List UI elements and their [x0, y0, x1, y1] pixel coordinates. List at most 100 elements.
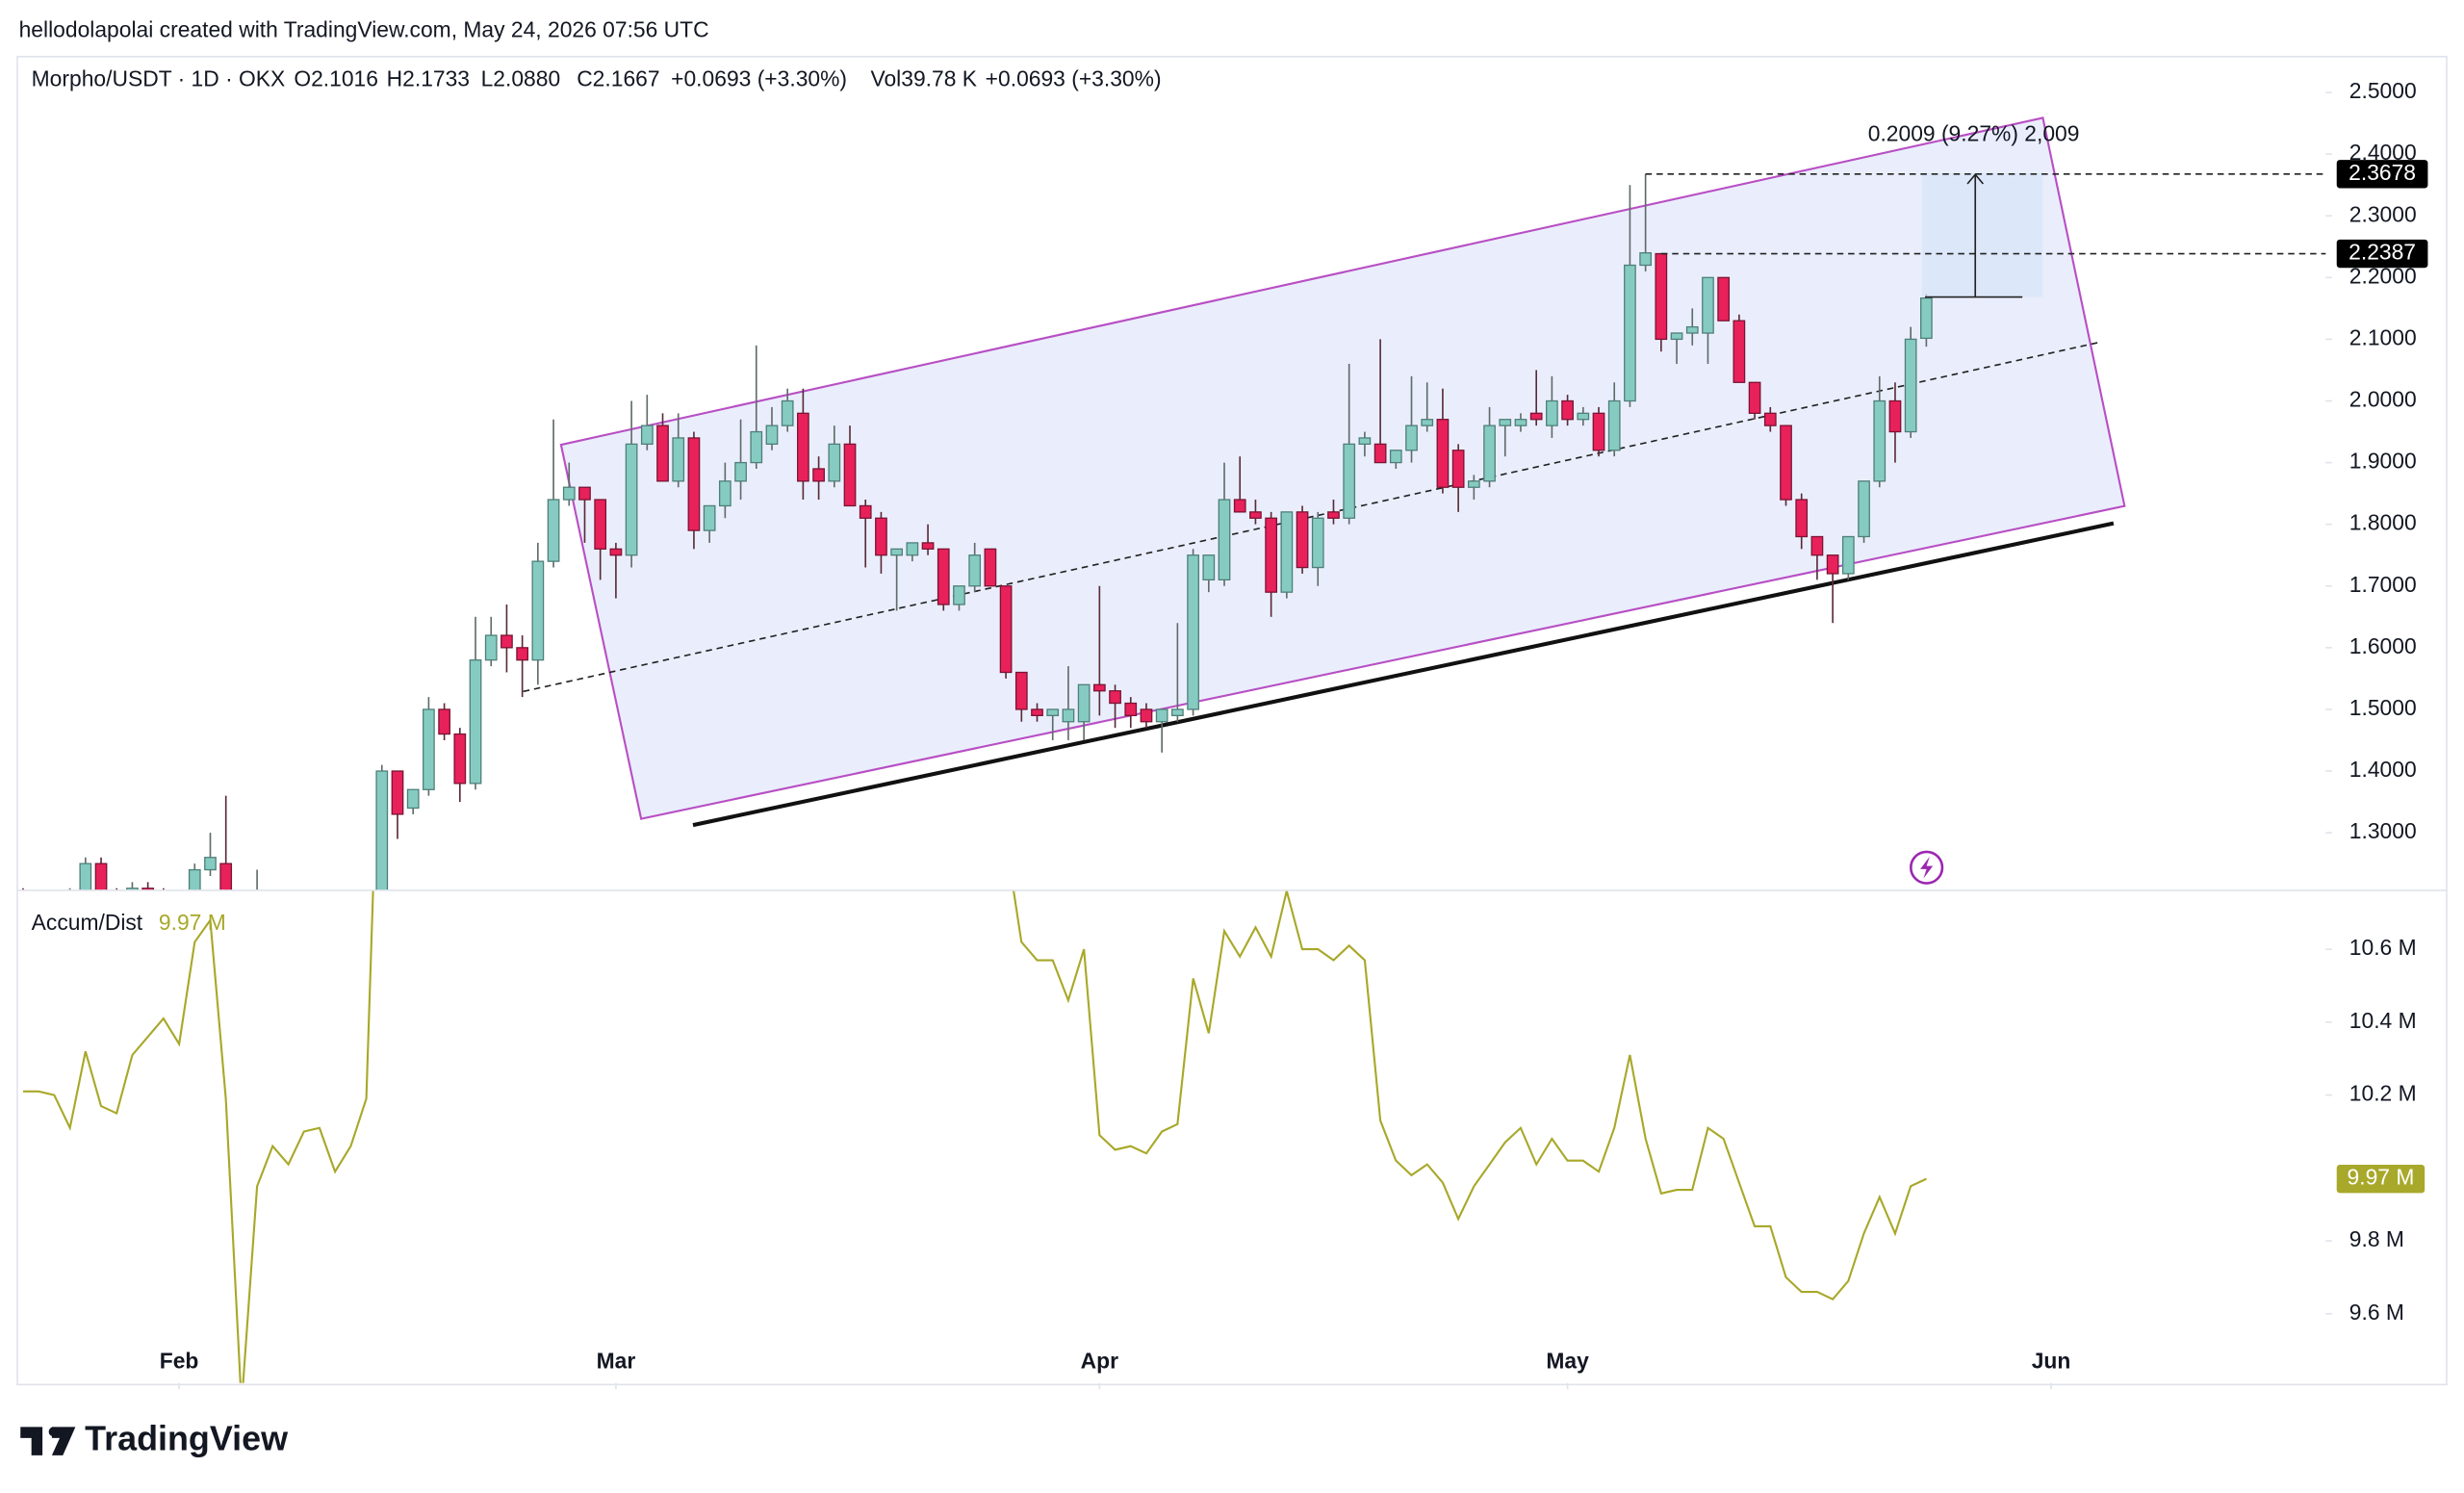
- marker-box: [2336, 160, 2428, 189]
- candle-body: [1826, 554, 1839, 575]
- candle-body: [1233, 499, 1246, 513]
- candle-body: [1296, 511, 1309, 569]
- candle-body: [1405, 425, 1418, 451]
- candles: [22, 173, 1933, 950]
- candle-body: [236, 913, 246, 943]
- candle-body: [672, 437, 685, 482]
- candle-body: [1873, 399, 1886, 482]
- candle-body: [1077, 683, 1091, 723]
- candle-body: [1421, 419, 1434, 426]
- candle-body: [33, 901, 43, 907]
- candle-body: [500, 634, 513, 649]
- candle-body: [1904, 338, 1917, 433]
- candle-body: [1187, 554, 1199, 710]
- candle-body: [423, 708, 435, 790]
- candle-body: [1717, 276, 1731, 322]
- candle-body: [843, 443, 857, 507]
- candle-body: [890, 548, 904, 556]
- candle-body: [453, 733, 467, 785]
- candle-body: [734, 461, 747, 482]
- candle-body: [94, 862, 108, 890]
- candle-body: [594, 499, 607, 550]
- candle-body: [1202, 554, 1216, 581]
- indicator-tick-label: 10.2 M: [2349, 1081, 2417, 1106]
- candle-body: [126, 888, 139, 890]
- candle-body: [718, 480, 732, 507]
- candle-body: [1218, 499, 1231, 581]
- candle-body: [391, 770, 404, 815]
- candle-body: [1780, 425, 1792, 501]
- legend-item: L2.0880: [481, 65, 561, 90]
- candle-body: [875, 517, 887, 556]
- candle-body: [1358, 437, 1372, 446]
- candle-body: [1546, 399, 1558, 426]
- x-tick-label: Mar: [597, 1349, 636, 1374]
- support-line: [692, 521, 2115, 828]
- y-tick-label: 1.9000: [2349, 449, 2417, 474]
- candle-body: [1373, 443, 1387, 464]
- x-tick-label: Apr: [1081, 1349, 1118, 1374]
- candle-body: [547, 499, 560, 562]
- candle-body: [1763, 412, 1777, 426]
- candle-body: [1577, 412, 1590, 421]
- y-tick-label: 1.4000: [2349, 757, 2417, 782]
- candle-body: [219, 862, 233, 890]
- candle-body: [361, 919, 372, 944]
- y-tick-label: 1.8000: [2349, 510, 2417, 535]
- indicator-name: Accum/Dist: [32, 910, 143, 935]
- channel: [559, 116, 2126, 820]
- candle-body: [188, 868, 201, 890]
- candle-body: [781, 399, 794, 426]
- candle-body: [1436, 419, 1450, 488]
- candle-body: [953, 585, 965, 605]
- candle-body: [1607, 399, 1621, 451]
- x-tick-label: May: [1546, 1349, 1589, 1374]
- candle-body: [1249, 511, 1262, 519]
- marker-label: 2.2387: [2348, 240, 2416, 265]
- candle-body: [375, 770, 389, 890]
- legend-item: C2.1667: [577, 65, 659, 90]
- indicator-tick-label: 10.4 M: [2349, 1008, 2417, 1033]
- alert-icon-bolt: [1920, 856, 1934, 879]
- marker-box: [2336, 239, 2428, 269]
- candle-body: [999, 585, 1013, 674]
- legend-item: +0.0693 (+3.30%): [671, 65, 847, 90]
- legend-item: Vol39.78 K: [870, 65, 977, 90]
- candle-body: [1592, 412, 1605, 451]
- candle-body: [1327, 511, 1340, 519]
- candle-body: [1031, 708, 1043, 716]
- logo-dot: [48, 1427, 59, 1437]
- indicator-line: [23, 890, 1927, 1383]
- legend-item: H2.1733: [387, 65, 470, 90]
- y-tick-label: 2.5000: [2349, 78, 2417, 103]
- candle-body: [1046, 708, 1060, 716]
- candle-body: [687, 437, 701, 531]
- candle-body: [1499, 419, 1512, 426]
- x-tick-label: Jun: [2032, 1349, 2071, 1374]
- candle-body: [703, 504, 716, 531]
- candle-body: [251, 925, 262, 943]
- legend-symbol: Morpho/USDT · 1D · OKX: [32, 65, 286, 90]
- candle-body: [1702, 276, 1714, 334]
- candle-body: [329, 938, 340, 950]
- candle-body: [1451, 450, 1465, 488]
- indicator-value-box: [2336, 1164, 2426, 1194]
- candle-body: [1858, 480, 1870, 538]
- candle-body: [1265, 517, 1278, 593]
- candle-body: [112, 894, 122, 900]
- candle-body: [750, 430, 763, 464]
- measure-arrowhead: [1966, 172, 1985, 185]
- legend-item: O2.1016: [294, 65, 378, 90]
- candle-body: [1389, 450, 1402, 464]
- candle-body: [921, 542, 935, 550]
- candle-body: [516, 647, 529, 661]
- candle-body: [531, 560, 545, 661]
- candle-body: [1155, 708, 1168, 723]
- header: hellodolapolai created with TradingView.…: [19, 17, 709, 42]
- candle-body: [1124, 702, 1138, 716]
- marker-label: 2.3678: [2348, 160, 2416, 185]
- candle-body: [1280, 511, 1294, 593]
- candle-body: [765, 425, 779, 446]
- y-tick-label: 2.1000: [2349, 324, 2417, 349]
